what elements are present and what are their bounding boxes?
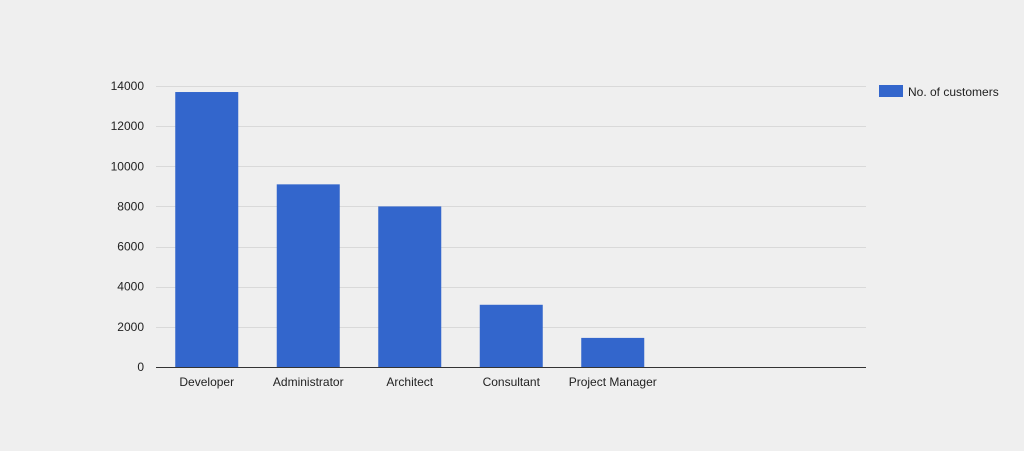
y-tick-label: 10000 [111, 159, 145, 173]
bar[interactable] [479, 304, 543, 367]
legend-swatch [879, 85, 903, 97]
x-tick-label: Consultant [483, 375, 541, 389]
x-tick-label: Administrator [273, 375, 344, 389]
bar[interactable] [276, 184, 340, 367]
bar[interactable] [175, 92, 239, 368]
bars [175, 92, 645, 368]
y-axis-tick-labels: 0 2000 4000 6000 8000 10000 12000 14000 [111, 79, 145, 374]
y-tick-label: 2000 [117, 320, 144, 334]
x-tick-label: Project Manager [569, 375, 657, 389]
x-tick-label: Architect [386, 375, 433, 389]
y-tick-label: 6000 [117, 240, 144, 254]
y-tick-label: 14000 [111, 79, 145, 93]
gridlines [156, 86, 866, 328]
x-axis-tick-labels: Developer Administrator Architect Consultan… [179, 375, 656, 389]
bar[interactable] [378, 206, 442, 367]
x-tick-label: Developer [179, 375, 234, 389]
legend: No. of customers [879, 85, 999, 99]
y-tick-label: 4000 [117, 280, 144, 294]
y-tick-label: 0 [137, 360, 144, 374]
y-tick-label: 12000 [111, 119, 145, 133]
y-tick-label: 8000 [117, 199, 144, 213]
bar[interactable] [581, 337, 645, 367]
legend-label: No. of customers [908, 85, 999, 99]
